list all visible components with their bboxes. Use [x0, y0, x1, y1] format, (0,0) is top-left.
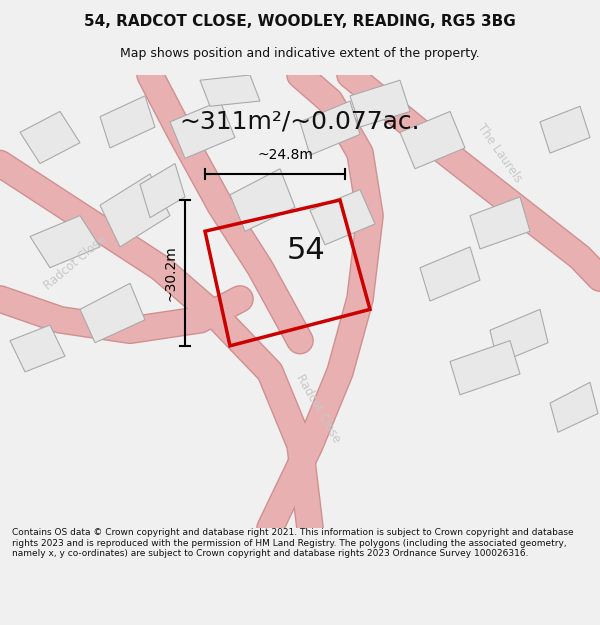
Polygon shape — [540, 106, 590, 153]
Text: The Laurels: The Laurels — [475, 121, 525, 185]
Text: 54, RADCOT CLOSE, WOODLEY, READING, RG5 3BG: 54, RADCOT CLOSE, WOODLEY, READING, RG5 … — [84, 14, 516, 29]
Polygon shape — [200, 75, 260, 106]
Text: 54: 54 — [287, 236, 326, 265]
Polygon shape — [80, 283, 145, 342]
Polygon shape — [100, 174, 170, 247]
Polygon shape — [10, 325, 65, 372]
Text: Map shows position and indicative extent of the property.: Map shows position and indicative extent… — [120, 48, 480, 61]
Text: ~311m²/~0.077ac.: ~311m²/~0.077ac. — [179, 110, 421, 134]
Polygon shape — [300, 101, 360, 155]
Polygon shape — [550, 382, 598, 432]
Polygon shape — [230, 169, 295, 231]
Polygon shape — [400, 111, 465, 169]
Polygon shape — [20, 111, 80, 164]
Polygon shape — [100, 96, 155, 148]
Polygon shape — [30, 216, 100, 268]
Polygon shape — [490, 309, 548, 364]
Text: Radcot Close: Radcot Close — [41, 233, 109, 292]
Text: ~24.8m: ~24.8m — [257, 148, 313, 162]
Polygon shape — [310, 189, 375, 245]
Polygon shape — [140, 164, 185, 217]
Polygon shape — [470, 197, 530, 249]
Text: Radcot Close: Radcot Close — [293, 372, 343, 445]
Polygon shape — [450, 341, 520, 395]
Polygon shape — [420, 247, 480, 301]
Polygon shape — [350, 80, 410, 127]
Text: ~30.2m: ~30.2m — [163, 245, 177, 301]
Polygon shape — [170, 101, 235, 158]
Text: Contains OS data © Crown copyright and database right 2021. This information is : Contains OS data © Crown copyright and d… — [12, 528, 574, 558]
